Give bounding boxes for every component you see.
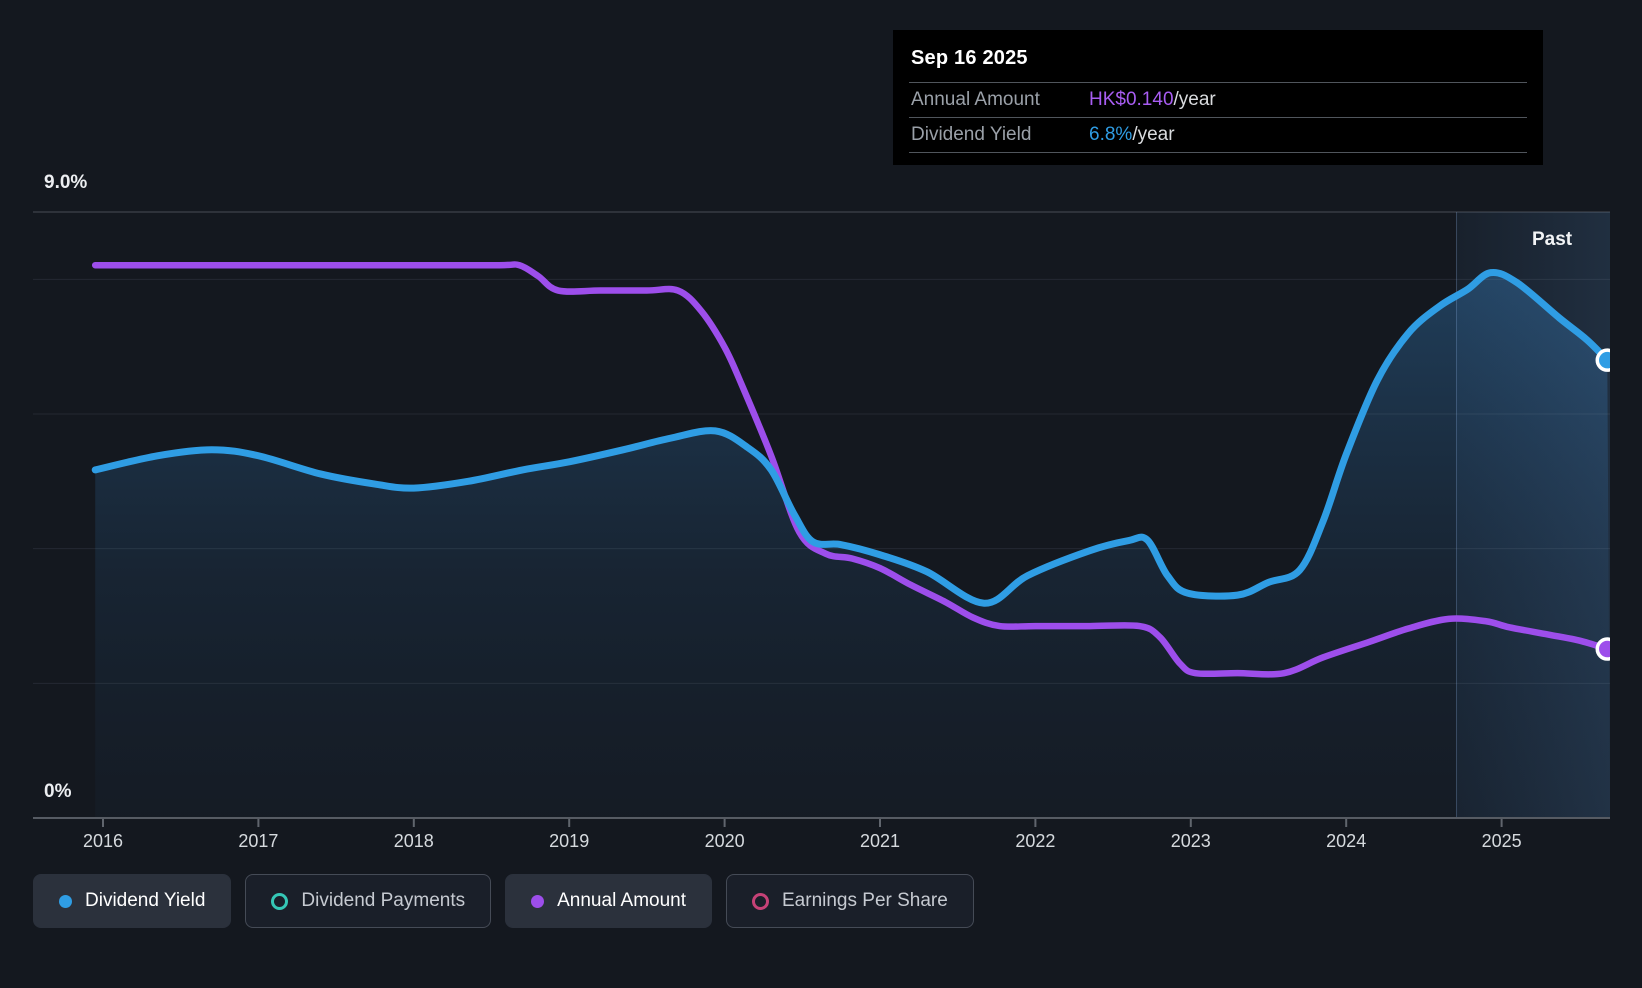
- legend-label: Earnings Per Share: [782, 890, 948, 911]
- x-axis-tick: [723, 819, 726, 827]
- past-region-label: Past: [1532, 229, 1573, 250]
- x-axis-tick: [102, 819, 104, 827]
- x-axis-label-2020: 2020: [704, 831, 745, 851]
- tooltip-row-annual-amount: Annual Amount HK$0.140 /year: [909, 82, 1527, 117]
- tooltip-value: 6.8%: [1089, 124, 1133, 145]
- y-axis-zero-label: 0%: [44, 781, 72, 802]
- tooltip-label: Dividend Yield: [911, 124, 1032, 145]
- chart-legend: Dividend Yield Dividend Payments Annual …: [33, 874, 974, 928]
- past-region-highlight: [1456, 212, 1610, 818]
- legend-button-dividend-payments[interactable]: Dividend Payments: [245, 874, 492, 928]
- x-axis-tick: [257, 819, 260, 827]
- x-axis-label-2021: 2021: [859, 831, 901, 851]
- x-axis-tick: [1500, 819, 1503, 827]
- dividend-yield-dot-icon: [59, 894, 72, 908]
- legend-label: Dividend Payments: [301, 890, 466, 911]
- legend-button-annual-amount[interactable]: Annual Amount: [505, 874, 712, 928]
- x-axis-tick: [568, 819, 571, 827]
- x-axis-tick: [412, 819, 415, 827]
- earnings-per-share-ring-icon: [752, 892, 769, 910]
- legend-button-dividend-yield[interactable]: Dividend Yield: [33, 874, 232, 928]
- dividend-yield-end-marker[interactable]: [1595, 348, 1617, 372]
- tooltip-value: HK$0.140: [1089, 89, 1174, 110]
- legend-label: Dividend Yield: [85, 890, 206, 911]
- dividend-yield-line: [91, 268, 1610, 607]
- x-axis-label-2017: 2017: [238, 831, 279, 851]
- tooltip-label: Annual Amount: [911, 89, 1040, 110]
- x-axis-tick: [1189, 819, 1192, 827]
- dividend-yield-area: [95, 272, 1610, 818]
- legend-button-earnings-per-share[interactable]: Earnings Per Share: [726, 874, 974, 928]
- annual-amount-end-marker[interactable]: [1595, 637, 1617, 661]
- x-axis-label-2023: 2023: [1170, 831, 1211, 851]
- tooltip-date: Sep 16 2025: [911, 47, 1028, 69]
- x-axis-label-2018: 2018: [393, 831, 434, 851]
- y-axis-max-label: 9.0%: [44, 172, 88, 193]
- chart-tooltip: Sep 16 2025 Annual Amount HK$0.140 /year…: [893, 30, 1543, 165]
- x-axis-label-2024: 2024: [1326, 831, 1367, 851]
- x-axis-tick: [1034, 819, 1037, 827]
- legend-label: Annual Amount: [557, 890, 686, 911]
- x-axis-tick: [1345, 819, 1348, 827]
- dividend-payments-ring-icon: [271, 892, 289, 910]
- annual-amount-line: [91, 261, 1610, 678]
- annual-amount-dot-icon: [531, 894, 545, 908]
- x-axis-label-2019: 2019: [549, 831, 590, 851]
- tooltip-value-suffix: /year: [1173, 89, 1216, 110]
- tooltip-row-dividend-yield: Dividend Yield 6.8% /year: [909, 117, 1527, 152]
- x-axis-label-2016: 2016: [82, 831, 124, 851]
- x-axis-label-2022: 2022: [1015, 831, 1056, 851]
- x-axis-tick: [879, 819, 881, 827]
- tooltip-value-suffix: /year: [1132, 124, 1175, 145]
- x-axis-label-2025: 2025: [1481, 831, 1522, 851]
